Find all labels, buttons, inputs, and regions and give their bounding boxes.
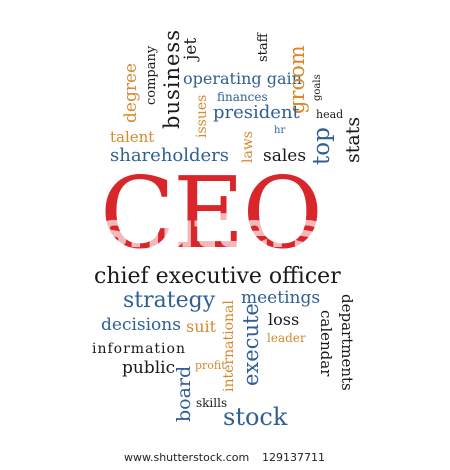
word-company: company — [144, 45, 159, 105]
word-execute: execute — [239, 303, 263, 386]
word-stats: stats — [342, 116, 364, 163]
footer-bar: www.shutterstock.com 129137711 — [0, 440, 450, 470]
word-hr: hr — [274, 125, 286, 136]
word-business: business — [160, 29, 184, 129]
word-ceo: CEO — [100, 157, 323, 271]
word-international: international — [221, 300, 237, 392]
footer-site-url: www.shutterstock.com — [124, 451, 250, 464]
word-sales: sales — [263, 146, 307, 166]
word-board: board — [173, 365, 195, 422]
word-talent: talent — [110, 128, 155, 146]
word-head: head — [316, 108, 344, 121]
watermark: shutterstock — [100, 203, 433, 259]
word-loss: loss — [268, 310, 300, 329]
word-chief-executive-officer: chief executive officer — [94, 264, 341, 289]
word-jet: jet — [181, 37, 201, 60]
word-goals: goals — [312, 74, 323, 101]
word-shareholders: shareholders — [110, 145, 230, 166]
word-issues: issues — [194, 94, 210, 138]
word-information: information — [92, 341, 186, 357]
word-stock: stock — [223, 403, 288, 431]
word-president: president — [213, 102, 300, 123]
word-meetings: meetings — [241, 288, 321, 308]
word-public: public — [122, 358, 176, 378]
word-calendar: calendar — [317, 310, 335, 377]
word-suit: suit — [186, 317, 217, 336]
word-leader: leader — [267, 331, 306, 345]
word-finances: finances — [217, 90, 268, 104]
footer-image-id: 129137711 — [262, 451, 325, 464]
word-departments: departments — [338, 294, 356, 391]
word-degree: degree — [121, 62, 141, 123]
word-skills: skills — [196, 396, 228, 410]
word-strategy: strategy — [123, 288, 216, 313]
word-decisions: decisions — [101, 315, 181, 335]
word-operating-gain: operating gain — [183, 69, 302, 88]
word-staff: staff — [256, 33, 271, 62]
word-profit: profit — [195, 359, 226, 372]
